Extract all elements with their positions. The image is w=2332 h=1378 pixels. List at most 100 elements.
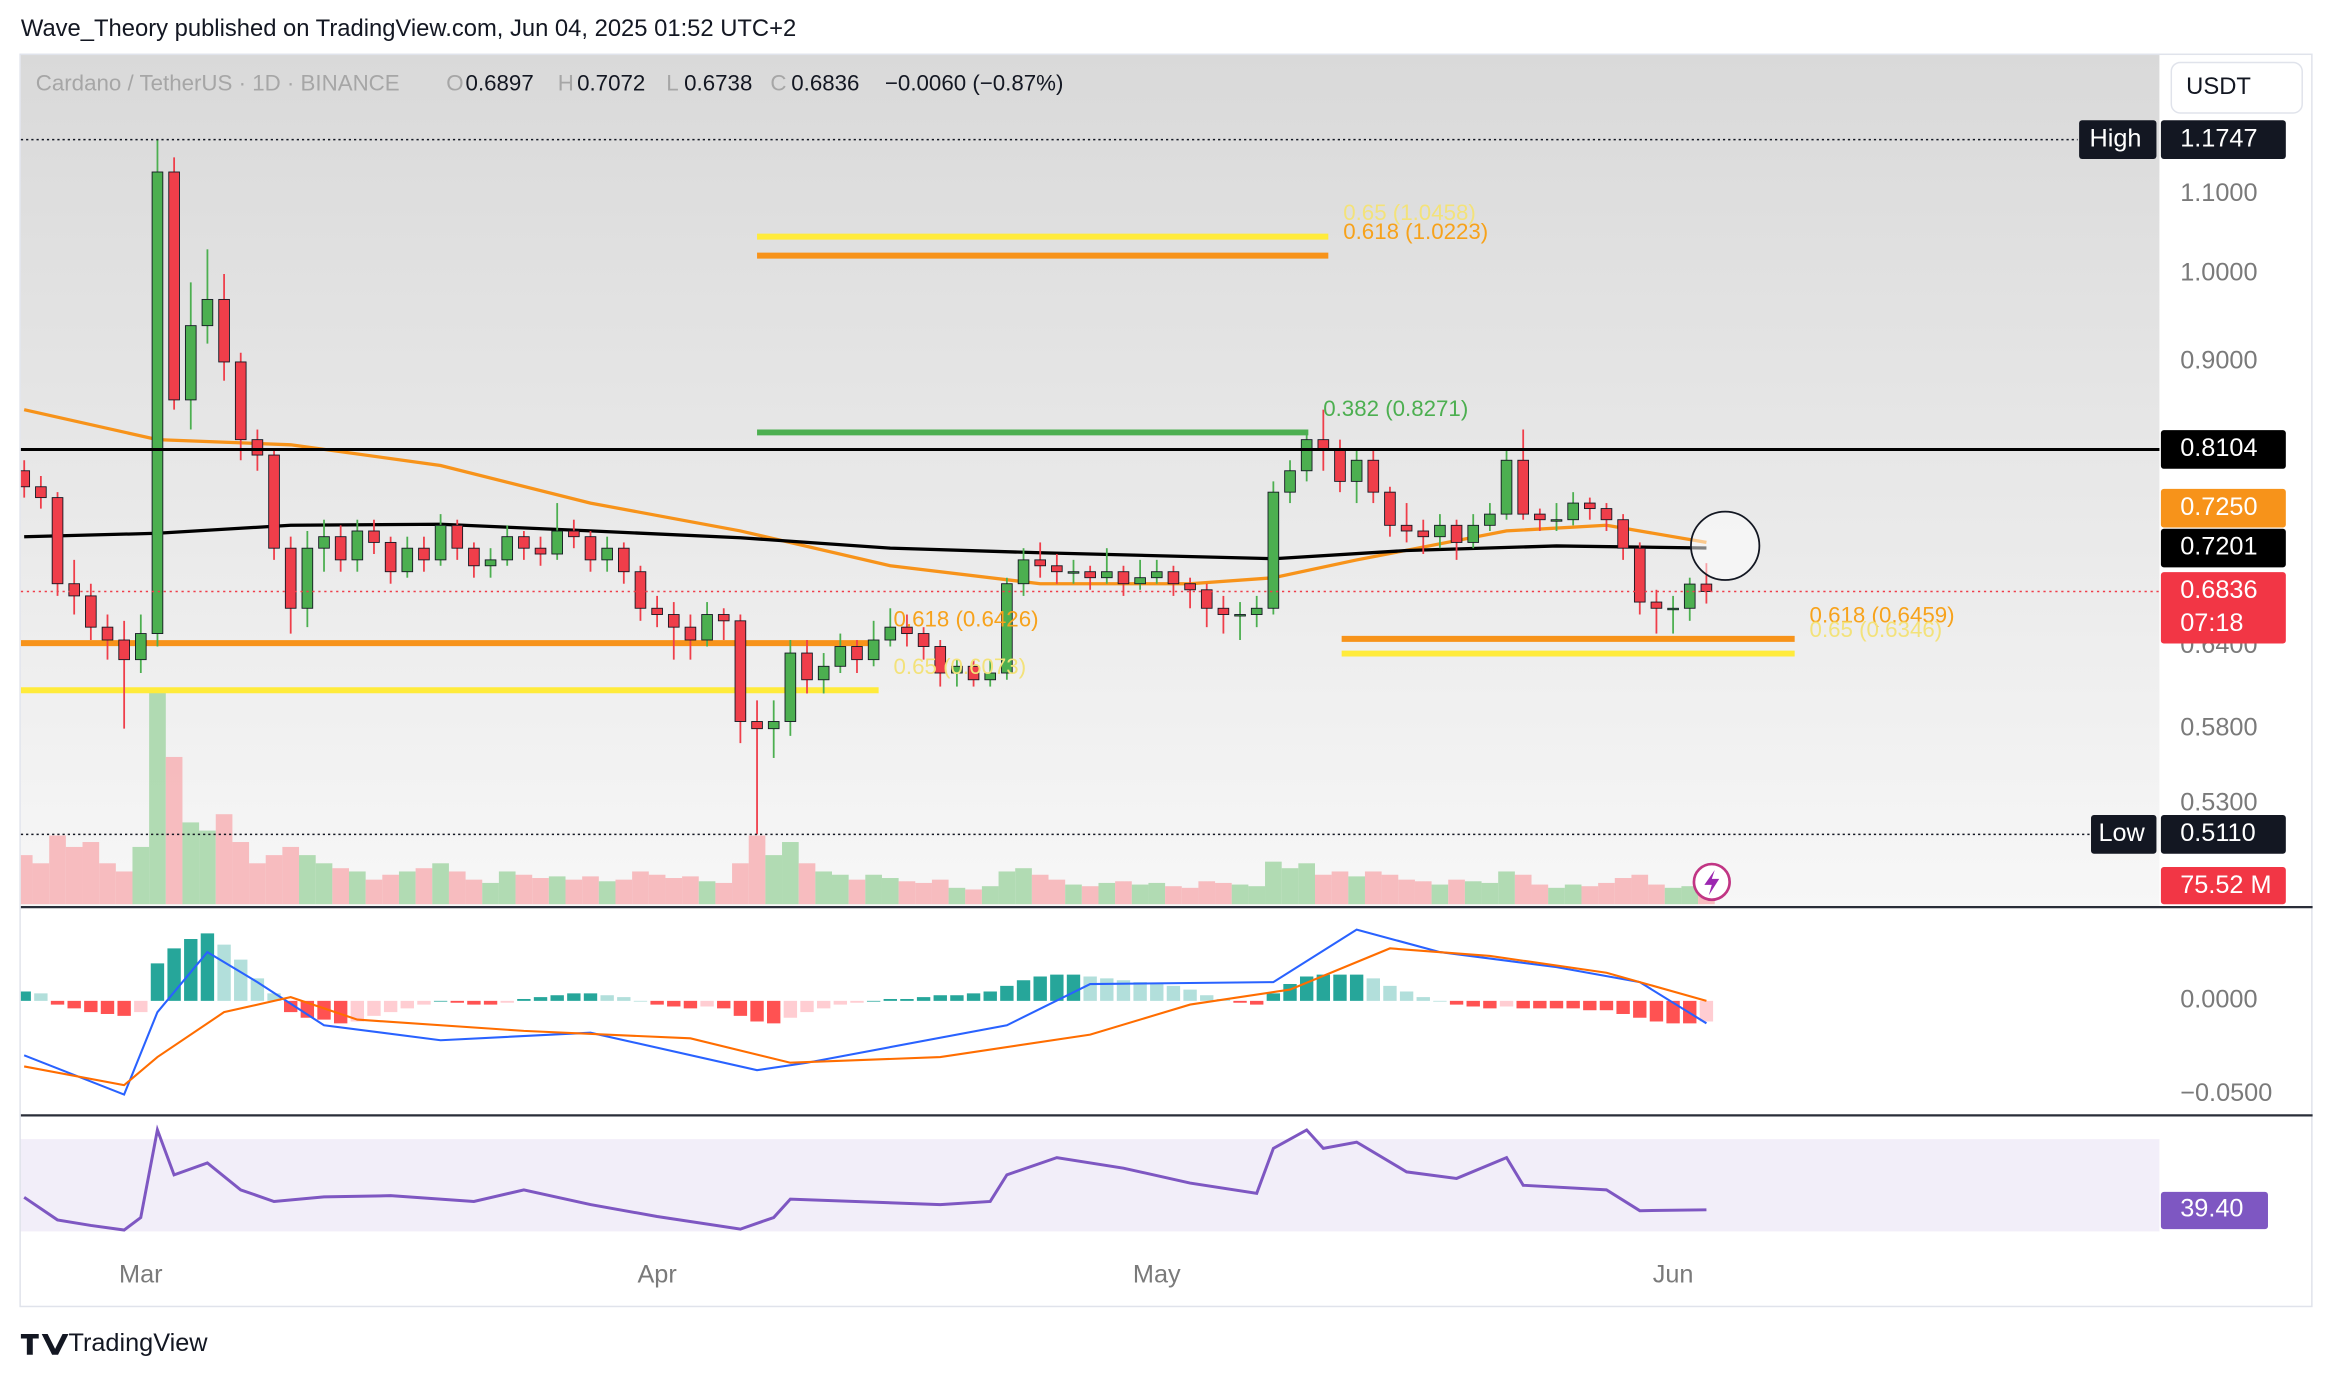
volume-bar	[1498, 871, 1515, 905]
candle-body	[701, 614, 713, 641]
macd-histogram-bar	[533, 997, 548, 1001]
volume-bar	[732, 863, 749, 905]
fib-label: 0.65 (0.6073)	[894, 654, 1027, 679]
volume-bar	[698, 881, 716, 905]
volume-bar	[465, 879, 483, 905]
volume-bar	[1231, 884, 1249, 905]
macd-histogram-bar	[700, 1000, 714, 1007]
candle-body	[1367, 459, 1380, 493]
macd-histogram-bar	[20, 991, 31, 1001]
macd-histogram-bar	[667, 1000, 681, 1007]
macd-histogram-bar	[1416, 997, 1430, 1001]
candle-body	[784, 652, 797, 722]
candle-body	[85, 595, 97, 628]
macd-histogram-bar	[816, 1000, 831, 1009]
candle-body	[284, 547, 297, 609]
candle-body	[418, 547, 430, 561]
volume-bar	[1631, 874, 1649, 905]
candle-body	[434, 524, 447, 561]
y-tick-label: 0.9000	[2180, 347, 2257, 375]
high-value-box	[2160, 120, 2286, 159]
candle-body	[751, 721, 763, 730]
volume-bar	[315, 863, 333, 905]
volume-bar	[981, 886, 999, 905]
volume-bar	[632, 871, 649, 905]
volume-bar	[65, 846, 83, 905]
macd-histogram-bar	[1100, 978, 1114, 1001]
macd-histogram-bar	[900, 998, 914, 1001]
volume-bar	[1381, 874, 1399, 905]
rsi-band	[20, 1139, 2160, 1232]
volume-bar	[1364, 871, 1382, 905]
price-pane	[20, 55, 2160, 908]
macd-tick-label: 0.0000	[2180, 986, 2257, 1014]
volume-bar	[365, 879, 383, 905]
volume-bar	[1331, 871, 1349, 905]
volume-bar	[1298, 863, 1316, 905]
candle-body	[767, 721, 780, 730]
macd-histogram-bar	[1516, 1000, 1530, 1009]
candle-body	[1034, 559, 1046, 567]
volume-bar	[1681, 886, 1699, 905]
macd-histogram-bar	[117, 1000, 131, 1016]
candle-body	[1500, 459, 1513, 515]
macd-histogram-bar	[717, 1000, 731, 1009]
candle-body	[1450, 524, 1463, 543]
rsi-line	[23, 1124, 1707, 1232]
macd-histogram-bar	[567, 993, 581, 1001]
macd-histogram-bar	[450, 1000, 464, 1003]
macd-histogram-bar	[200, 933, 215, 1001]
macd-histogram-bar	[517, 998, 531, 1001]
volume-bar	[1614, 878, 1632, 905]
volume-bar	[898, 881, 916, 905]
volume-bar	[482, 882, 499, 905]
candle-body	[1384, 491, 1396, 526]
candle-body	[967, 665, 980, 681]
candle-body	[851, 646, 863, 661]
macd-histogram-bar	[883, 998, 897, 1001]
volume-bar	[265, 855, 283, 905]
volume-bar	[848, 879, 866, 905]
volume-bar	[299, 855, 316, 905]
volume-bar	[532, 878, 549, 905]
candle-body	[834, 646, 847, 667]
macd-histogram-bar	[583, 993, 598, 1001]
candle-body	[667, 614, 680, 628]
volume-bar	[748, 835, 766, 905]
candle-body	[1267, 491, 1280, 609]
macd-histogram-bar	[500, 1000, 514, 1003]
currency-button[interactable]	[2170, 61, 2303, 114]
candle-body	[1584, 502, 1596, 510]
x-tick-label: Jun	[1653, 1261, 1694, 1289]
candle-body	[717, 614, 730, 622]
volume-bar	[415, 868, 433, 905]
macd-histogram-bar	[683, 1000, 698, 1009]
candle-body	[801, 652, 813, 681]
y-tick-label: 0.5300	[2180, 789, 2257, 817]
macd-histogram-bar	[483, 1000, 498, 1005]
volume-bar	[1581, 886, 1599, 905]
macd-histogram-bar	[1066, 974, 1081, 1001]
candle-body	[1434, 524, 1446, 538]
macd-histogram-bar	[633, 1000, 648, 1002]
candle-body	[268, 454, 280, 549]
macd-histogram-bar	[1449, 1000, 1464, 1005]
macd-histogram-bar	[850, 1000, 864, 1003]
macd-histogram-bar	[1033, 976, 1047, 1001]
y-tick-label: 0.5800	[2180, 713, 2257, 741]
fib-label: 0.618 (0.6426)	[894, 607, 1039, 632]
candle-body	[1017, 559, 1030, 585]
volume-bar	[115, 871, 133, 905]
macd-histogram-bar	[267, 993, 281, 1001]
candle-body	[1650, 601, 1663, 609]
ohlc-value: 0.6836	[791, 71, 859, 96]
candle-body	[184, 325, 197, 401]
volume-bar	[165, 756, 183, 905]
macd-histogram-bar	[1483, 1000, 1497, 1009]
volume-bar	[831, 874, 849, 905]
countdown: 07:18	[2180, 609, 2243, 637]
macd-histogram-bar	[134, 1000, 148, 1013]
candle-body	[1517, 459, 1529, 515]
volume-bar	[865, 874, 882, 905]
